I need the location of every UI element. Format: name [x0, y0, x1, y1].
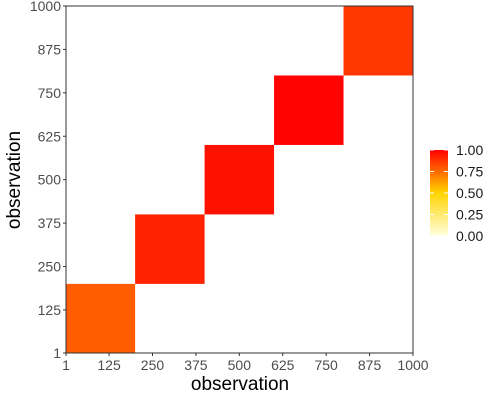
heatmap-block-5 — [343, 6, 413, 76]
y-tick-label: 375 — [38, 215, 62, 231]
x-tick-label: 125 — [97, 357, 121, 373]
legend-ticks: 1.00 0.75 0.50 0.25 0.00 — [430, 142, 483, 244]
y-tick-label: 500 — [38, 172, 62, 188]
heatmap-block-1 — [66, 283, 136, 353]
legend-colorbar — [430, 150, 448, 236]
y-tick-label: 125 — [38, 302, 62, 318]
y-tick-label: 1000 — [30, 0, 61, 14]
x-tick-label: 1 — [62, 357, 70, 373]
heatmap-block-2 — [135, 214, 205, 284]
x-tick-label: 750 — [314, 357, 338, 373]
legend-tick-label: 1.00 — [456, 142, 483, 158]
y-tick-label: 250 — [38, 259, 62, 275]
legend-tick-label: 0.00 — [456, 228, 483, 244]
legend-tick-label: 0.25 — [456, 207, 483, 223]
y-tick-label: 625 — [38, 128, 62, 144]
x-tick-label: 500 — [228, 357, 252, 373]
y-tick-label: 750 — [38, 85, 62, 101]
y-axis-title: observation — [4, 131, 25, 229]
x-tick-label: 1000 — [397, 357, 428, 373]
x-axis: 1 125 250 375 500 625 750 875 1000 — [62, 353, 429, 373]
x-tick-label: 625 — [271, 357, 295, 373]
color-legend: 1.00 0.75 0.50 0.25 0.00 — [430, 142, 483, 244]
heatmap-blocks — [66, 6, 413, 353]
y-axis: 1 125 250 375 500 625 750 875 1000 — [30, 0, 66, 361]
legend-tick-label: 0.50 — [456, 185, 483, 201]
x-tick-label: 875 — [358, 357, 382, 373]
legend-tick-label: 0.75 — [456, 164, 483, 180]
x-tick-label: 375 — [184, 357, 208, 373]
y-tick-label: 1 — [53, 345, 61, 361]
x-axis-title: observation — [191, 374, 289, 395]
y-tick-label: 875 — [38, 41, 62, 57]
heatmap-block-4 — [274, 75, 344, 145]
x-tick-label: 250 — [141, 357, 165, 373]
heatmap-block-3 — [204, 144, 275, 215]
